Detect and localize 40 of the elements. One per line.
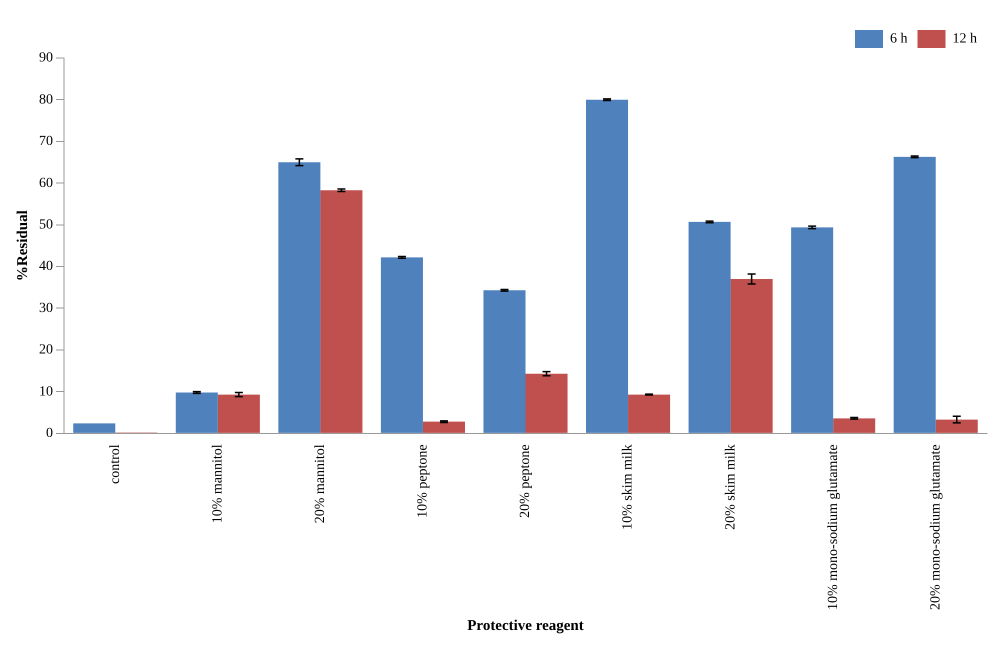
y-tick-label: 70 — [39, 134, 53, 150]
bar — [176, 392, 218, 433]
bar — [422, 422, 465, 433]
bar — [320, 190, 362, 433]
y-tick-label: 40 — [39, 259, 53, 274]
y-tick-label: 90 — [39, 50, 53, 66]
bar — [483, 290, 526, 433]
x-axis-title: Protective reagent — [467, 618, 584, 634]
x-tick-label: control — [108, 444, 123, 484]
bar — [526, 374, 568, 433]
x-tick-label: 10% skim milk — [620, 444, 636, 530]
bar — [936, 420, 978, 433]
bar — [628, 394, 670, 433]
y-tick-label: 0 — [46, 426, 53, 442]
bar — [791, 227, 834, 433]
y-tick-label: 60 — [39, 176, 53, 191]
x-tick-label: 20% skim milk — [723, 444, 738, 530]
y-tick-label: 20 — [39, 342, 53, 358]
bar — [73, 423, 116, 433]
x-tick-label: 10% mannitol — [210, 444, 226, 524]
y-axis-title: %Residual — [14, 210, 31, 282]
x-tick-label: 10% peptone — [416, 444, 431, 518]
y-tick-label: 50 — [39, 218, 53, 232]
y-tick-label: 30 — [39, 300, 53, 316]
bar — [688, 222, 731, 433]
x-tick-label: 20% peptone — [518, 444, 534, 518]
bar — [730, 279, 773, 433]
legend-label: 12 h — [952, 32, 977, 47]
bar — [894, 156, 936, 433]
bar — [833, 418, 876, 433]
x-tick-label: 20% mannitol — [313, 444, 328, 524]
x-tick-label: 10% mono-sodium glutamate — [826, 444, 841, 610]
bar — [380, 257, 423, 433]
y-tick-label: 80 — [39, 92, 53, 108]
x-tick-label: 20% mono-sodium glutamate — [928, 444, 944, 610]
bar — [586, 100, 628, 433]
legend-label: 6 h — [890, 32, 908, 47]
y-tick-label: 10 — [39, 384, 53, 400]
bar — [278, 162, 320, 433]
bar — [218, 394, 260, 433]
